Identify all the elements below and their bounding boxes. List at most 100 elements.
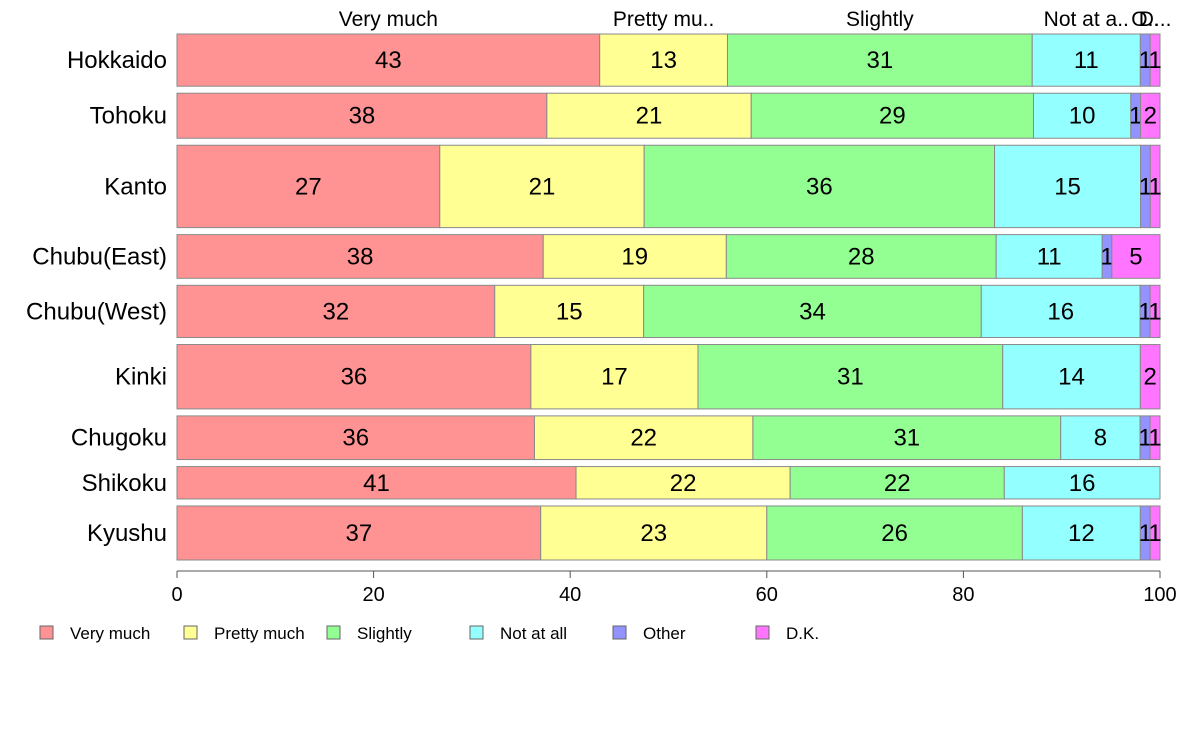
- x-tick-label-100: 100: [1143, 584, 1176, 606]
- bar-segment-tohoku-very-much: [176, 92, 548, 139]
- bar-segment-kanto-not-at-all: [994, 144, 1142, 229]
- data-label-shikoku-pretty-much: 22: [670, 470, 697, 497]
- legend-swatch-very-much: [39, 625, 54, 640]
- data-label-hokkaido-pretty-much: 13: [650, 47, 677, 74]
- data-label-kinki-d-k: 2: [1143, 364, 1156, 391]
- data-label-chubu-east-very-much: 38: [347, 243, 374, 270]
- data-label-kyushu-not-at-all: 12: [1068, 520, 1095, 547]
- bar-segment-hokkaido-pretty-much: [599, 33, 728, 87]
- top-label-not-at-all: Not at a..: [1044, 8, 1129, 31]
- row-label-chugoku: Chugoku: [71, 425, 167, 452]
- bar-segment-shikoku-slightly: [789, 466, 1005, 500]
- x-tick-label-0: 0: [171, 584, 182, 606]
- bar-segment-chubu-west-not-at-all: [980, 284, 1141, 339]
- data-label-kinki-slightly: 31: [837, 364, 864, 391]
- x-tick-label-60: 60: [756, 584, 778, 606]
- bar-segment-chugoku-slightly: [752, 415, 1062, 461]
- bar-segment-kyushu-very-much: [176, 505, 542, 561]
- bar-segment-tohoku-pretty-much: [546, 92, 752, 139]
- row-label-kyushu: Kyushu: [87, 520, 167, 547]
- bar-segment-chubu-east-not-at-all: [995, 234, 1103, 279]
- top-label-other: O..: [1131, 8, 1159, 31]
- data-label-hokkaido-not-at-all: 11: [1074, 47, 1099, 74]
- bar-segment-kyushu-pretty-much: [540, 505, 768, 561]
- bar-segment-shikoku-very-much: [176, 466, 577, 500]
- data-label-chubu-west-very-much: 32: [323, 298, 350, 325]
- x-tick-label-40: 40: [559, 584, 581, 606]
- data-label-tohoku-not-at-all: 10: [1069, 103, 1096, 130]
- legend-label-other: Other: [643, 624, 686, 643]
- bar-segment-kyushu-slightly: [766, 505, 1023, 561]
- data-label-kanto-pretty-much: 21: [529, 173, 556, 200]
- data-label-shikoku-very-much: 41: [363, 470, 390, 497]
- legend-label-very-much: Very much: [70, 624, 150, 643]
- bar-segment-chubu-west-slightly: [643, 284, 982, 339]
- row-label-chubu-east: Chubu(East): [32, 243, 167, 270]
- bar-segment-chubu-west-very-much: [176, 284, 496, 339]
- bar-segment-kyushu-d-k: [1149, 505, 1161, 561]
- bar-segment-tohoku-slightly: [750, 92, 1034, 139]
- data-label-kanto-slightly: 36: [806, 173, 833, 200]
- bar-segment-chubu-west-d-k: [1149, 284, 1161, 339]
- top-label-very-much: Very much: [339, 8, 438, 31]
- data-label-kyushu-d-k: 1: [1148, 520, 1161, 547]
- x-tick-label-20: 20: [362, 584, 384, 606]
- data-label-hokkaido-very-much: 43: [375, 47, 402, 74]
- data-label-kanto-very-much: 27: [295, 173, 322, 200]
- bar-segment-tohoku-d-k: [1140, 92, 1161, 139]
- bar-segment-hokkaido-very-much: [176, 33, 601, 87]
- data-label-kyushu-pretty-much: 23: [640, 520, 667, 547]
- bar-segment-kanto-d-k: [1149, 144, 1161, 229]
- data-label-chubu-east-slightly: 28: [848, 243, 875, 270]
- data-label-chugoku-slightly: 31: [893, 425, 920, 452]
- bar-segment-kinki-slightly: [697, 344, 1004, 410]
- legend-label-not-at-all: Not at all: [500, 624, 567, 643]
- data-label-chubu-east-not-at-all: 11: [1037, 243, 1062, 270]
- legend-swatch-pretty-much: [183, 625, 198, 640]
- row-label-kanto: Kanto: [104, 173, 167, 200]
- top-label-slightly: Slightly: [846, 8, 914, 31]
- data-label-chubu-east-d-k: 5: [1129, 243, 1142, 270]
- data-label-chugoku-other: 1: [1138, 425, 1151, 452]
- data-label-chubu-west-other: 1: [1138, 298, 1151, 325]
- legend-swatch-slightly: [326, 625, 341, 640]
- bar-segment-hokkaido-slightly: [726, 33, 1033, 87]
- data-label-hokkaido-d-k: 1: [1148, 47, 1161, 74]
- data-label-kanto-not-at-all: 15: [1054, 173, 1081, 200]
- bar-segment-hokkaido-d-k: [1149, 33, 1161, 87]
- bar-segment-chugoku-d-k: [1149, 415, 1161, 461]
- data-label-chubu-west-d-k: 1: [1148, 298, 1161, 325]
- data-label-tohoku-slightly: 29: [879, 103, 906, 130]
- row-label-hokkaido: Hokkaido: [67, 47, 167, 74]
- data-label-tohoku-other: 1: [1129, 103, 1142, 130]
- top-label-d-k: D...: [1139, 8, 1172, 31]
- legend-swatch-other: [612, 625, 627, 640]
- bar-segment-chubu-east-slightly: [725, 234, 997, 279]
- bar-segment-kanto-pretty-much: [439, 144, 645, 229]
- bar-segment-shikoku-not-at-all: [1003, 466, 1161, 500]
- legend-label-d-k: D.K.: [786, 624, 819, 643]
- data-label-chubu-east-pretty-much: 19: [621, 243, 648, 270]
- bar-segment-shikoku-pretty-much: [575, 466, 791, 500]
- row-label-kinki: Kinki: [115, 364, 167, 391]
- row-label-chubu-west: Chubu(West): [26, 298, 167, 325]
- bar-segment-kanto-very-much: [176, 144, 441, 229]
- row-label-shikoku: Shikoku: [82, 470, 167, 497]
- data-label-kinki-not-at-all: 14: [1058, 364, 1085, 391]
- legend-swatch-d-k: [755, 625, 770, 640]
- legend-label-pretty-much: Pretty much: [214, 624, 305, 643]
- bar-segment-kinki-d-k: [1139, 344, 1161, 410]
- bar-segment-chubu-east-pretty-much: [542, 234, 727, 279]
- bar-segment-kyushu-not-at-all: [1021, 505, 1141, 561]
- bar-segment-chubu-east-very-much: [176, 234, 544, 279]
- bar-segment-hokkaido-not-at-all: [1031, 33, 1141, 87]
- bar-segment-chubu-west-pretty-much: [494, 284, 645, 339]
- data-label-chubu-west-not-at-all: 16: [1047, 298, 1074, 325]
- data-label-kyushu-slightly: 26: [881, 520, 908, 547]
- data-label-hokkaido-other: 1: [1139, 47, 1152, 74]
- data-label-tohoku-pretty-much: 21: [636, 103, 663, 130]
- legend-swatch-not-at-all: [469, 625, 484, 640]
- data-label-kanto-d-k: 1: [1148, 173, 1161, 200]
